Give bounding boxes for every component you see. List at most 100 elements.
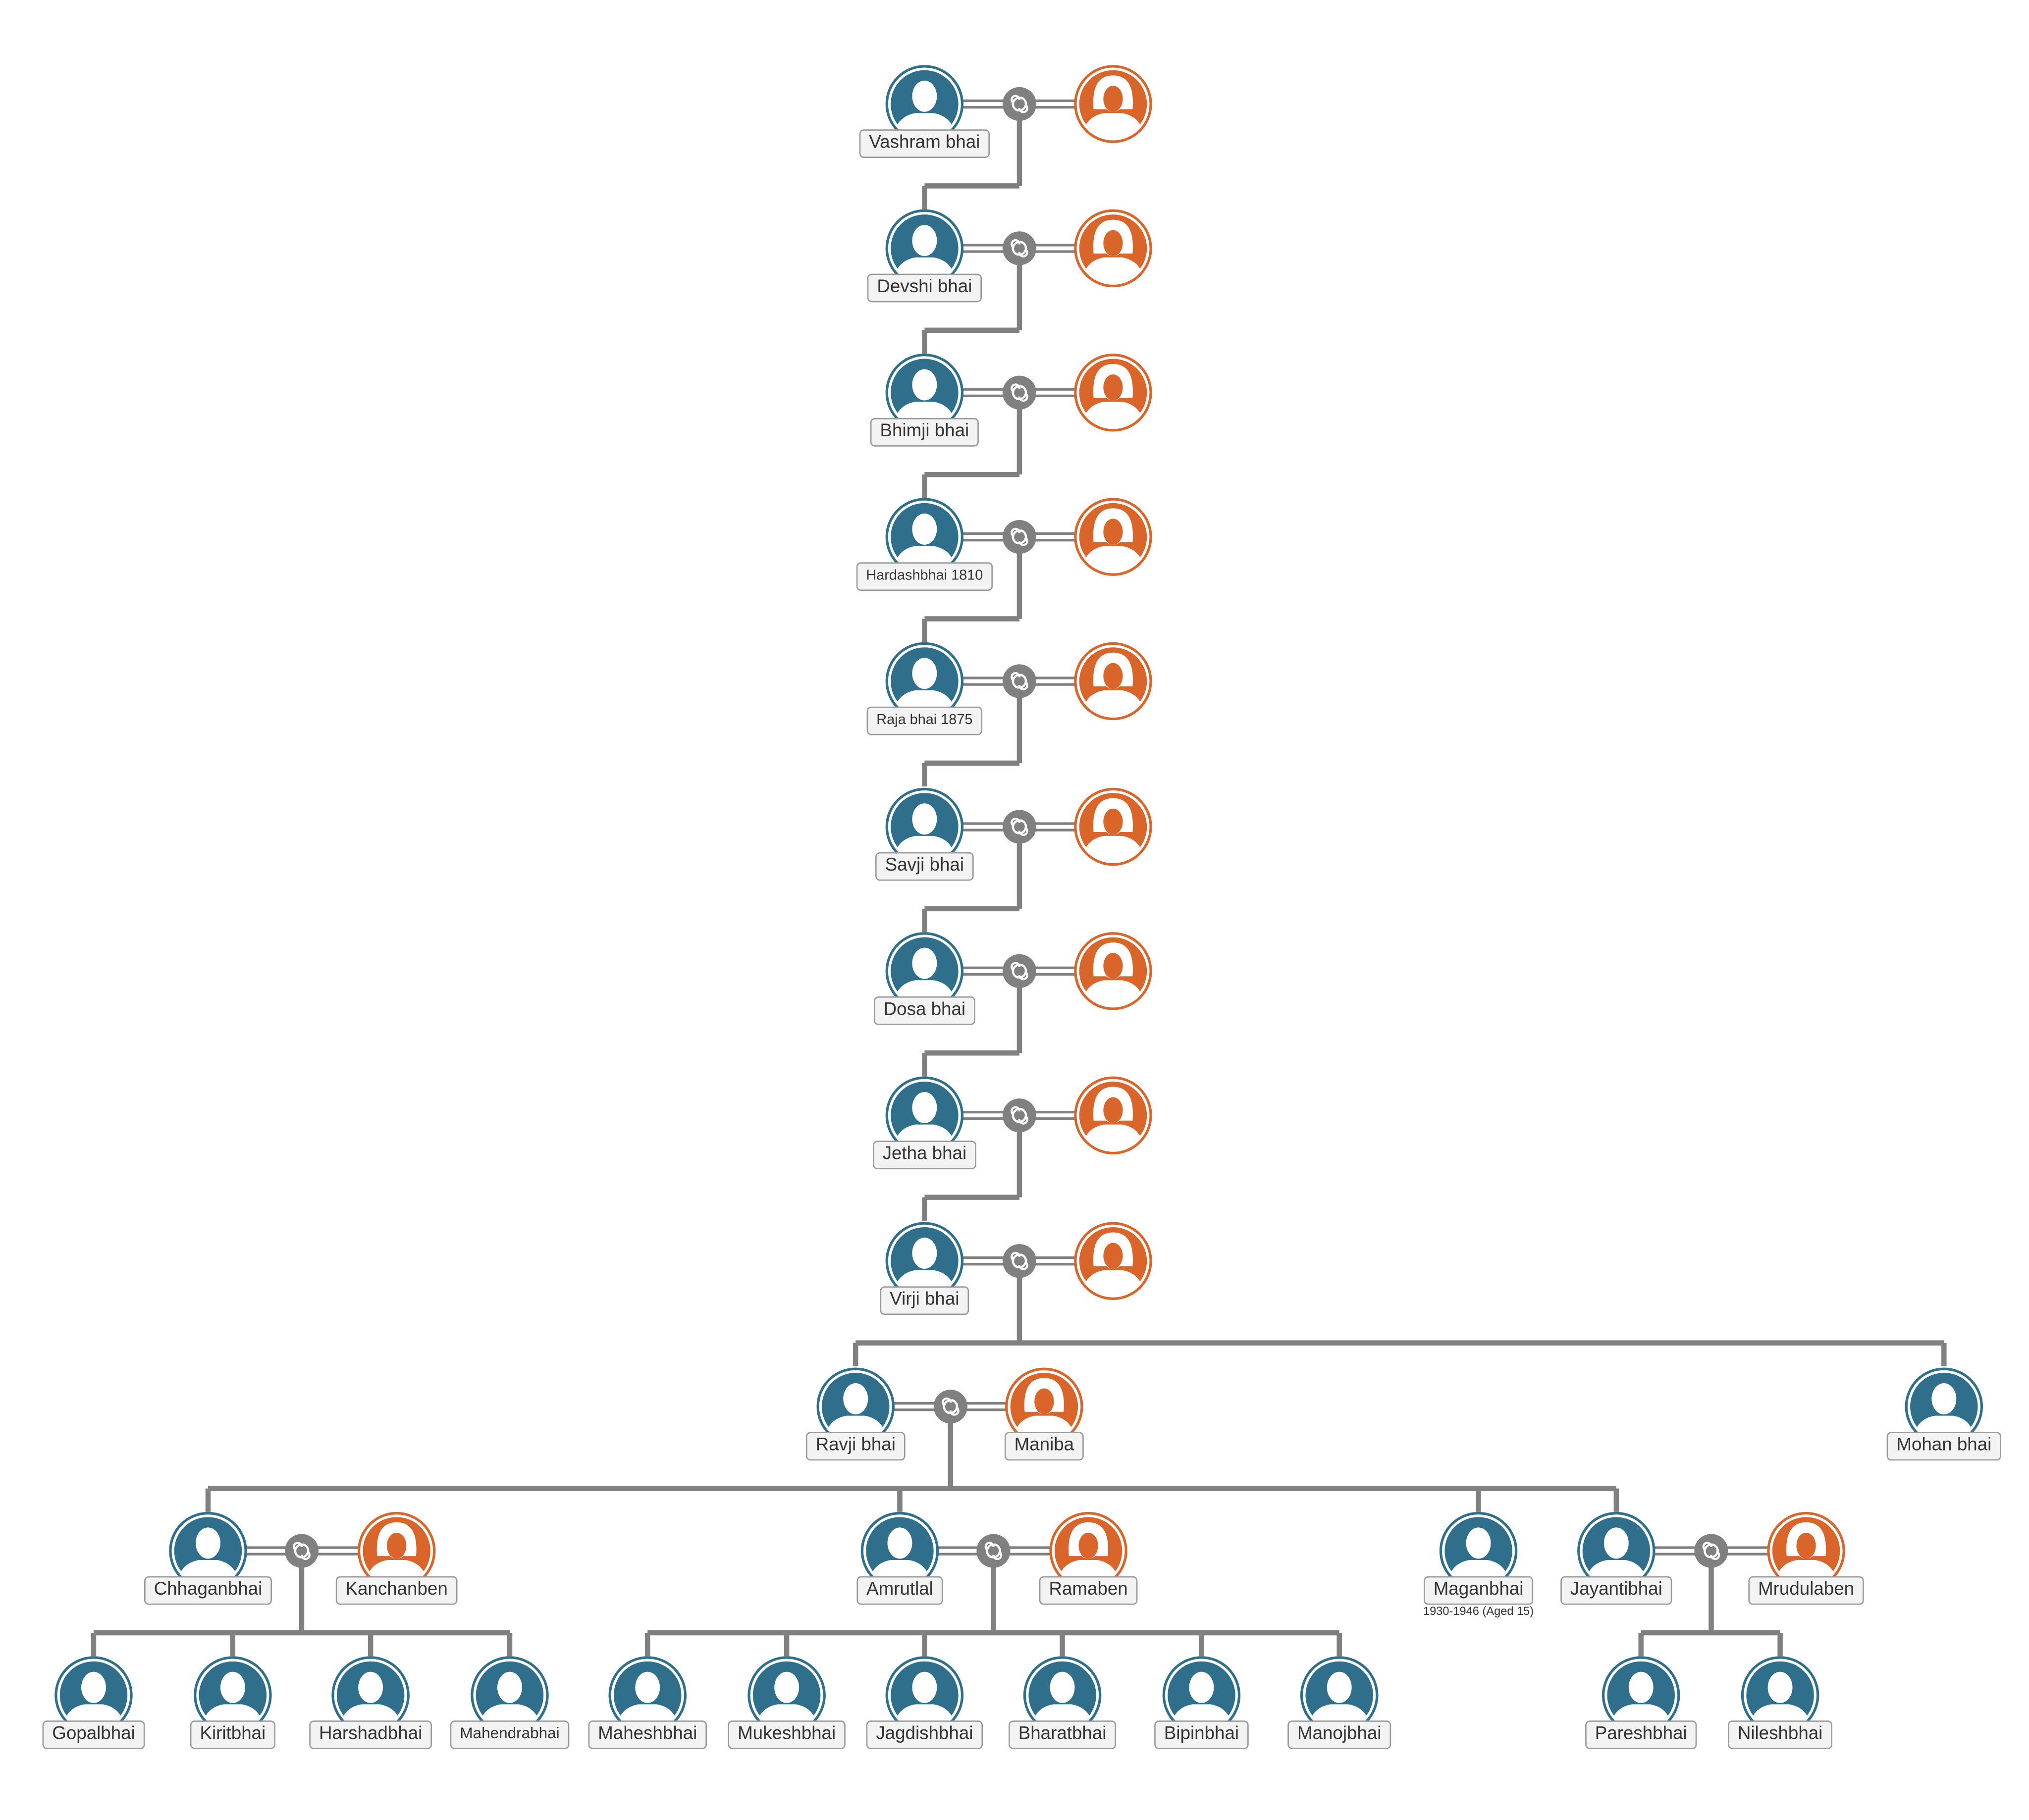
head — [843, 1383, 868, 1414]
marriage-symbol — [1002, 954, 1037, 988]
head — [912, 80, 937, 112]
marriage-swirl — [1011, 962, 1028, 981]
avatar-ring — [1076, 500, 1150, 573]
head — [912, 803, 937, 835]
silhouette — [1081, 364, 1144, 427]
face — [1103, 374, 1123, 401]
person-name: Raja bhai 1875 — [876, 712, 972, 728]
person-name: Manojbhai — [1297, 1722, 1382, 1743]
marriage-symbol — [284, 1534, 319, 1568]
face — [1103, 230, 1123, 257]
person-name: Ramaben — [1049, 1578, 1127, 1599]
face — [1103, 1097, 1123, 1123]
head — [1466, 1527, 1491, 1559]
person-name: Bipinbhai — [1164, 1722, 1239, 1743]
marriage-symbol — [1002, 810, 1037, 844]
marriage-swirl — [1011, 818, 1028, 836]
head — [1050, 1671, 1075, 1703]
name-box — [1728, 1720, 1833, 1749]
head — [912, 1092, 937, 1123]
person-name: Maganbhai — [1434, 1578, 1524, 1599]
person-name: Jetha bhai — [883, 1143, 967, 1163]
name-box — [866, 706, 983, 735]
name-box — [856, 562, 993, 591]
name-box — [144, 1576, 272, 1605]
person: Devshi bhai — [867, 209, 982, 303]
head — [912, 225, 937, 257]
person — [1074, 354, 1152, 432]
marriage-swirl — [293, 1542, 311, 1560]
marriage-swirl — [1011, 527, 1028, 546]
name-box — [870, 417, 979, 447]
head — [912, 1671, 937, 1703]
face — [386, 1532, 407, 1559]
name-box — [856, 1576, 943, 1605]
face — [1103, 953, 1123, 979]
marriage-swirl — [1011, 1106, 1028, 1125]
head — [912, 513, 937, 545]
avatar-ring — [1076, 790, 1150, 864]
person: Mrudulaben — [1748, 1511, 1864, 1605]
person-name: Pareshbhai — [1595, 1722, 1687, 1743]
person-name: Kanchanben — [345, 1578, 447, 1599]
marriage-swirl — [984, 1542, 1003, 1560]
marriage-swirl — [1011, 239, 1028, 258]
person: Mahendrabhai — [450, 1656, 570, 1749]
person: Maganbhai 1930-1946 (Aged 15) — [1423, 1511, 1534, 1618]
person-name: Savji bhai — [885, 854, 964, 875]
avatar-ring — [1076, 356, 1150, 429]
name-box — [866, 1720, 983, 1749]
head — [635, 1671, 660, 1703]
head — [912, 369, 937, 401]
person-name: Mahendrabhai — [460, 1724, 559, 1742]
head — [912, 658, 937, 689]
person: Maheshbhai — [588, 1656, 707, 1749]
face — [1103, 86, 1123, 112]
person-name: Devshi bhai — [877, 276, 972, 296]
face — [1796, 1532, 1816, 1559]
name-box — [309, 1720, 432, 1749]
person: Jagdishbhai — [866, 1656, 983, 1749]
head — [1327, 1671, 1352, 1703]
person-dates: 1930-1946 (Aged 15) — [1423, 1605, 1534, 1618]
person: Ramaben — [1039, 1511, 1138, 1605]
person-name: Amrutlal — [866, 1578, 933, 1599]
person: Jayantibhai — [1560, 1511, 1672, 1605]
head — [220, 1671, 245, 1703]
person-name: Chhaganbhai — [154, 1578, 263, 1599]
marriage-symbol — [1002, 664, 1037, 698]
person: Pareshbhai — [1585, 1656, 1697, 1749]
person-name: Jayantibhai — [1570, 1578, 1662, 1599]
person: Manojbhai — [1287, 1656, 1391, 1749]
face — [1103, 519, 1123, 545]
avatar-ring — [1076, 211, 1150, 285]
head — [1603, 1527, 1629, 1559]
person-name: Bhimji bhai — [880, 420, 969, 440]
person-name: Mukeshbhai — [738, 1722, 836, 1743]
person: Raja bhai 1875 — [866, 642, 983, 735]
person: Kiritbhai — [190, 1656, 275, 1749]
person: Amrutlal — [856, 1511, 943, 1605]
avatar-ring — [1076, 1224, 1150, 1298]
marriage-symbol — [976, 1534, 1011, 1568]
person-name: Jagdishbhai — [876, 1722, 973, 1743]
person-name: Mrudulaben — [1758, 1578, 1854, 1599]
head — [497, 1671, 522, 1703]
avatar-ring — [1076, 645, 1150, 718]
face — [1103, 808, 1123, 835]
person: Virji bhai — [880, 1222, 969, 1315]
person — [1074, 642, 1152, 721]
name-box — [1560, 1576, 1672, 1605]
person-name: Mohan bhai — [1896, 1434, 1991, 1455]
person: Savji bhai — [875, 787, 974, 881]
name-box — [1585, 1720, 1697, 1749]
face — [1103, 663, 1123, 689]
person: Bipinbhai — [1154, 1656, 1249, 1749]
marriage-swirl — [1011, 672, 1028, 690]
head — [1767, 1671, 1793, 1703]
name-box — [872, 1141, 976, 1170]
marriage-symbol — [1694, 1534, 1728, 1568]
name-box — [42, 1720, 145, 1749]
person-name: Maniba — [1014, 1434, 1074, 1455]
